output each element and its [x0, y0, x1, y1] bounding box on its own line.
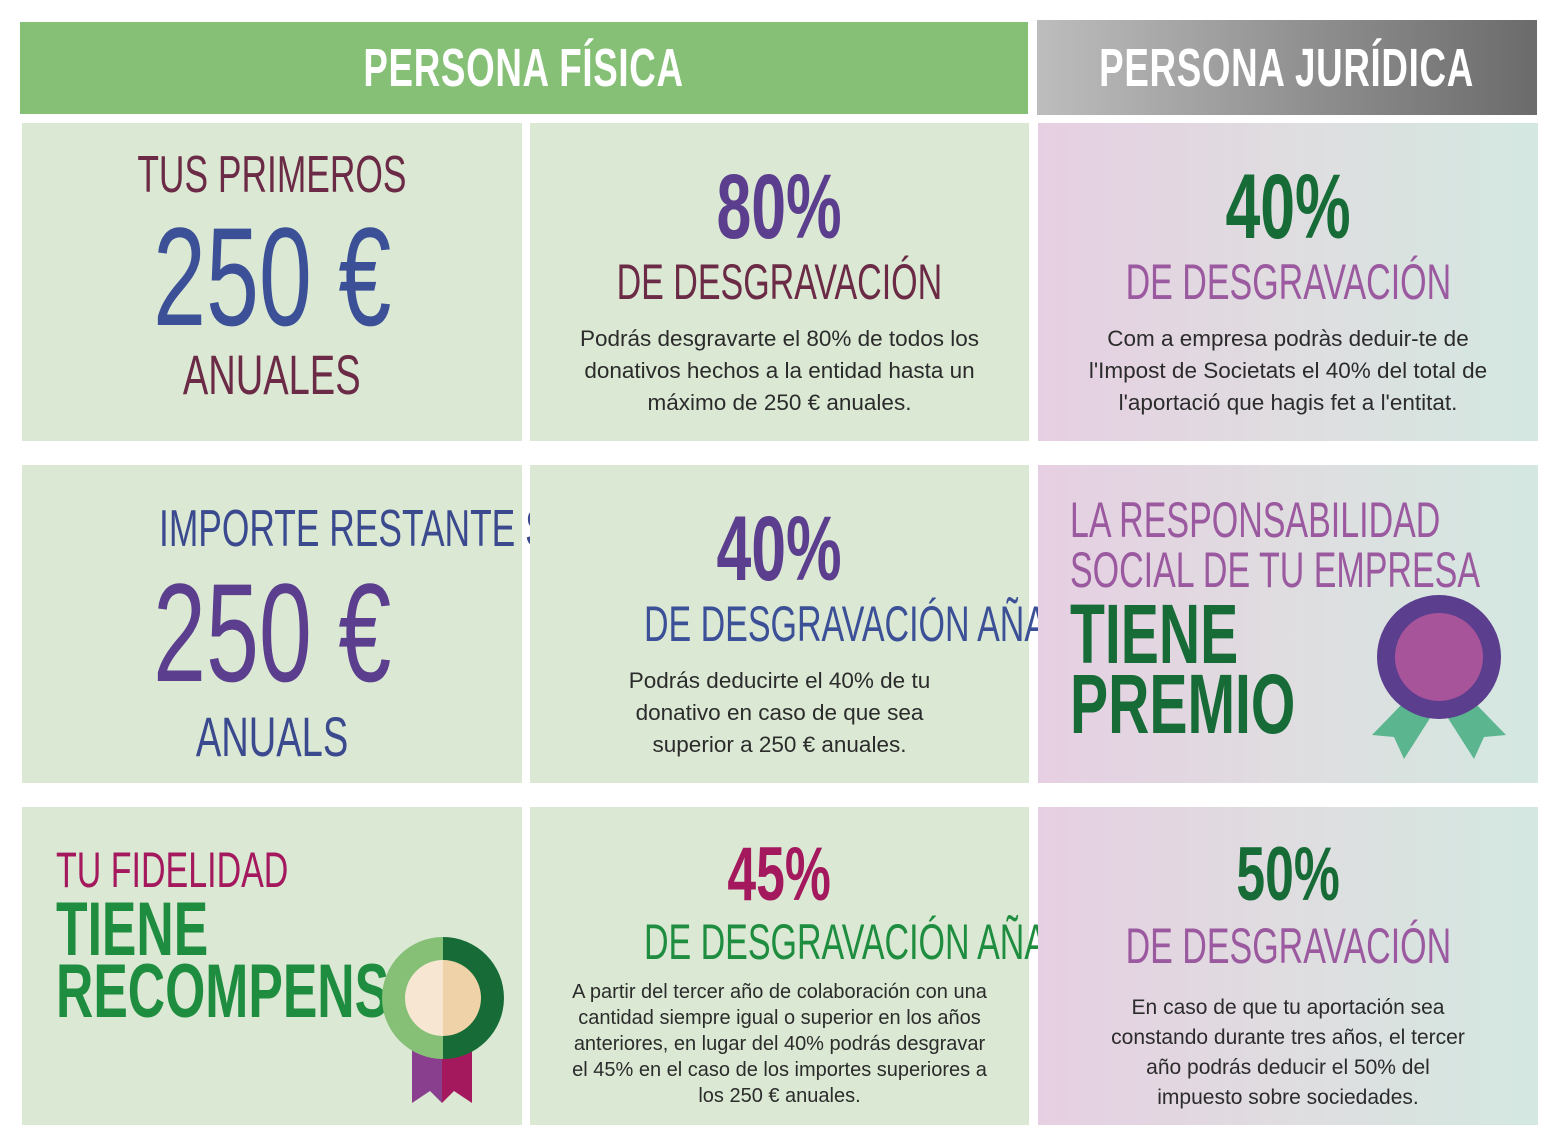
r2-mid-pct-wrap: 40%: [530, 503, 1029, 595]
r2-left-line3-wrap: ANUALS: [22, 709, 522, 765]
cell-r1-left-line1-wrap: TUS PRIMEROS: [22, 149, 522, 201]
cell-r1-right: 40% DE DESGRAVACIÓN Com a empresa podràs…: [1038, 123, 1538, 441]
r3-left-line2: TIENE: [56, 887, 209, 972]
r1-left-line1: TUS PRIMEROS: [137, 146, 407, 204]
r1-right-label: DE DESGRAVACIÓN: [1125, 254, 1451, 310]
r2-right-line3: TIENE: [1070, 587, 1239, 681]
cell-r2-mid: 40% DE DESGRAVACIÓN AÑADIDA Podrás deduc…: [530, 465, 1128, 783]
cell-r2-right: LA RESPONSABILIDAD SOCIAL DE TU EMPRESA …: [1038, 465, 1538, 783]
r2-right-line1: LA RESPONSABILIDAD: [1070, 492, 1441, 548]
r3-mid-label-wrap: DE DESGRAVACIÓN AÑADIDA: [530, 917, 1128, 967]
r1-right-label-wrap: DE DESGRAVACIÓN: [1038, 257, 1538, 307]
r3-right-pct-wrap: 50%: [1038, 837, 1538, 913]
cell-r3-right: 50% DE DESGRAVACIÓN En caso de que tu ap…: [1038, 807, 1538, 1125]
r3-mid-text: A partir del tercer año de colaboración …: [572, 981, 987, 1107]
r1-right-pct: 40%: [1225, 156, 1351, 258]
r3-left-line3-wrap: RECOMPENSA: [56, 949, 601, 1034]
r2-right-line4: PREMIO: [1070, 657, 1296, 751]
r2-left-line1-wrap: IMPORTE RESTANTE SUPERIOR A: [22, 503, 741, 555]
cell-r1-left: TUS PRIMEROS 250 € ANUALES: [22, 123, 522, 441]
header-persona-fisica-label: PERSONA FÍSICA: [363, 38, 685, 98]
r2-mid-pct: 40%: [716, 498, 843, 600]
header-persona-juridica: PERSONA JURÍDICA: [1037, 20, 1537, 115]
r3-left-line3: RECOMPENSA: [56, 949, 427, 1034]
cell-r1-left-amount-wrap: 250 €: [22, 207, 522, 347]
medal-icon: [382, 937, 504, 1103]
r3-left-line1-wrap: TU FIDELIDAD: [56, 845, 398, 895]
r1-mid-pct: 80%: [716, 156, 843, 258]
r3-right-label-wrap: DE DESGRAVACIÓN: [1038, 921, 1538, 971]
r3-mid-pct: 45%: [727, 832, 832, 917]
r1-right-pct-wrap: 40%: [1038, 161, 1538, 253]
r1-mid-label-wrap: DE DESGRAVACIÓN: [530, 257, 1029, 307]
r3-left-line1: TU FIDELIDAD: [56, 842, 289, 898]
r2-mid-label-wrap: DE DESGRAVACIÓN AÑADIDA: [530, 599, 1128, 649]
r2-right-line2-wrap: SOCIAL DE TU EMPRESA: [1070, 545, 1560, 595]
r3-mid-pct-wrap: 45%: [530, 837, 1029, 913]
cell-r1-mid: 80% DE DESGRAVACIÓN Podrás desgravarte e…: [530, 123, 1029, 441]
r3-right-label: DE DESGRAVACIÓN: [1125, 918, 1451, 974]
r2-right-line3-wrap: TIENE: [1070, 587, 1317, 681]
r2-left-amount: 250 €: [152, 554, 392, 711]
cell-r2-left: IMPORTE RESTANTE SUPERIOR A 250 € ANUALS: [22, 465, 741, 783]
r1-right-text: Com a empresa podràs deduir-te de l'Impo…: [1088, 326, 1488, 415]
r2-left-line3: ANUALS: [195, 705, 349, 768]
header-persona-fisica: PERSONA FÍSICA: [20, 22, 1028, 114]
r1-left-amount: 250 €: [152, 198, 392, 355]
header-persona-juridica-label: PERSONA JURÍDICA: [1099, 37, 1475, 98]
cell-r3-mid: 45% DE DESGRAVACIÓN AÑADIDA A partir del…: [530, 807, 1128, 1125]
r3-right-pct: 50%: [1236, 832, 1340, 917]
cell-r1-left-line3-wrap: ANUALES: [22, 347, 522, 403]
r2-right-line2: SOCIAL DE TU EMPRESA: [1070, 542, 1480, 598]
r3-left-line2-wrap: TIENE: [56, 887, 280, 972]
r3-right-text: En caso de que tu aportación sea constan…: [1111, 996, 1465, 1109]
r1-mid-pct-wrap: 80%: [530, 161, 1029, 253]
award-badge-icon: [1372, 595, 1506, 759]
r2-mid-text: Podrás deducirte el 40% de tu donativo e…: [628, 668, 931, 757]
r1-mid-text: Podrás desgravarte el 80% de todos los d…: [580, 326, 979, 415]
r2-left-amount-wrap: 250 €: [22, 563, 522, 703]
cell-r3-left: TU FIDELIDAD TIENE RECOMPENSA: [22, 807, 522, 1125]
r2-right-line1-wrap: LA RESPONSABILIDAD: [1070, 495, 1560, 545]
r1-mid-label: DE DESGRAVACIÓN: [616, 254, 943, 310]
r2-right-line4-wrap: PREMIO: [1070, 657, 1401, 751]
r1-left-line3: ANUALES: [183, 343, 361, 406]
